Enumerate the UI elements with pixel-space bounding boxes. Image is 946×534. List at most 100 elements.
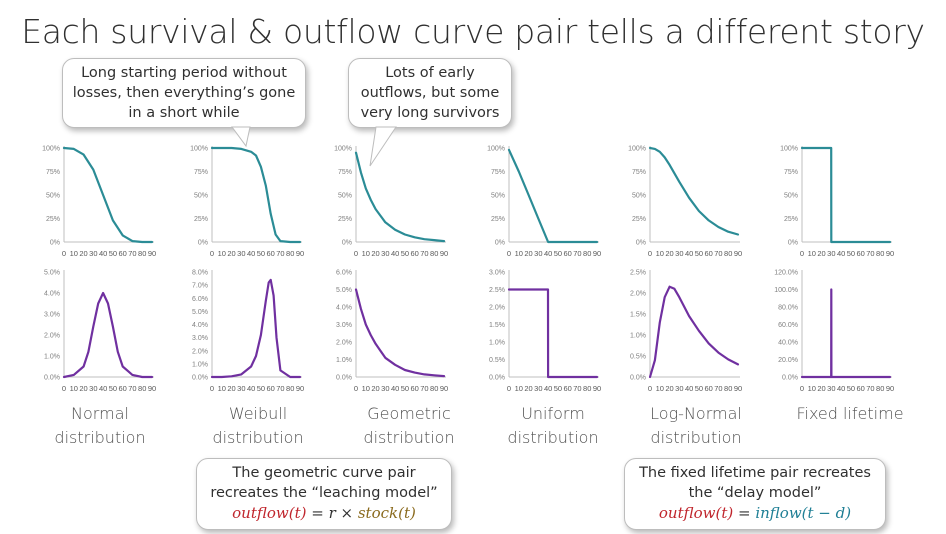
formula-times: × (335, 504, 358, 522)
x-tick-label: 0 (210, 249, 214, 258)
x-tick-label: 20 (524, 249, 532, 258)
distribution-label: Normal distribution (25, 402, 175, 450)
y-tick-label: 3.0% (336, 322, 352, 329)
x-tick-label: 20 (227, 384, 235, 393)
x-tick-label: 90 (886, 384, 894, 393)
x-tick-label: 10 (362, 384, 370, 393)
x-tick-label: 0 (354, 384, 358, 393)
x-tick-label: 30 (381, 384, 389, 393)
y-tick-label: 100.0% (774, 287, 798, 294)
x-tick-label: 90 (440, 249, 448, 258)
x-tick-label: 70 (276, 384, 284, 393)
y-tick-label: 3.0% (489, 270, 505, 277)
x-tick-label: 40 (391, 249, 399, 258)
y-tick-label: 2.0% (630, 291, 646, 298)
survival-curve (354, 151, 446, 243)
x-tick-label: 40 (837, 384, 845, 393)
x-tick-label: 80 (724, 249, 732, 258)
y-tick-label: 0.0% (489, 375, 505, 382)
x-tick-label: 10 (218, 384, 226, 393)
x-tick-label: 60 (266, 249, 274, 258)
x-tick-label: 30 (381, 249, 389, 258)
page-title: Each survival & outflow curve pair tells… (21, 12, 925, 51)
x-tick-label: 70 (573, 384, 581, 393)
y-tick-label: 6.0% (192, 296, 208, 303)
x-tick-label: 80 (876, 249, 884, 258)
x-tick-label: 80 (138, 384, 146, 393)
delay-formula: outflow(t) = inflow(t − d) (633, 503, 877, 523)
y-tick-label: 0% (788, 240, 798, 247)
y-tick-label: 50% (632, 193, 646, 200)
x-tick-label: 10 (70, 249, 78, 258)
x-tick-label: 60 (704, 384, 712, 393)
x-tick-label: 70 (714, 249, 722, 258)
x-tick-label: 80 (430, 249, 438, 258)
x-tick-label: 70 (420, 249, 428, 258)
distribution-suffix: distribution (507, 428, 599, 447)
y-tick-label: 0% (636, 240, 646, 247)
y-tick-label: 6.0% (336, 270, 352, 277)
x-tick-label: 70 (128, 249, 136, 258)
x-tick-label: 30 (827, 249, 835, 258)
y-tick-label: 0.5% (489, 357, 505, 364)
x-tick-label: 60 (856, 384, 864, 393)
x-tick-label: 50 (401, 384, 409, 393)
y-tick-label: 75% (338, 169, 352, 176)
leaching-formula: outflow(t) = r × stock(t) (205, 503, 443, 523)
callout-line: Lots of early (385, 65, 475, 81)
y-tick-label: 8.0% (192, 270, 208, 277)
y-tick-label: 75% (491, 169, 505, 176)
callout-tail-icon (231, 126, 251, 148)
x-tick-label: 80 (876, 384, 884, 393)
x-tick-label: 90 (148, 384, 156, 393)
x-tick-label: 90 (296, 249, 304, 258)
callout-line: in a short while (128, 105, 240, 121)
x-tick-label: 10 (218, 249, 226, 258)
x-tick-label: 80 (430, 384, 438, 393)
survival-curve (507, 148, 599, 244)
distribution-label: Log-Normal distribution (621, 402, 771, 450)
distribution-name: Normal (71, 404, 129, 423)
x-tick-label: 50 (847, 249, 855, 258)
x-tick-label: 10 (808, 249, 816, 258)
callout-normal-weibull: Long starting period without losses, the… (62, 58, 306, 128)
distribution-name: Geometric (367, 404, 451, 423)
x-tick-label: 30 (675, 249, 683, 258)
x-tick-label: 50 (401, 249, 409, 258)
y-tick-label: 2.0% (336, 340, 352, 347)
formula-rhs: inflow(t − d) (755, 504, 852, 522)
callout-line: losses, then everything’s gone (72, 85, 296, 101)
survival-curve (800, 146, 892, 244)
x-tick-label: 40 (247, 249, 255, 258)
x-tick-label: 60 (563, 249, 571, 258)
x-tick-label: 30 (89, 384, 97, 393)
x-tick-label: 40 (99, 249, 107, 258)
x-tick-label: 70 (128, 384, 136, 393)
x-tick-label: 40 (685, 384, 693, 393)
distribution-suffix: distribution (212, 428, 304, 447)
y-tick-label: 0.0% (192, 375, 208, 382)
x-tick-label: 0 (62, 384, 66, 393)
x-tick-label: 20 (371, 384, 379, 393)
y-tick-label: 50% (784, 193, 798, 200)
outflow-curve (354, 288, 446, 378)
distribution-label: Geometric distribution (334, 402, 484, 450)
x-tick-label: 20 (665, 384, 673, 393)
y-tick-label: 0.0% (336, 375, 352, 382)
x-tick-label: 0 (62, 249, 66, 258)
outflow-curve (62, 291, 154, 379)
callout-delay-model: The fixed lifetime pair recreates the “d… (624, 458, 886, 530)
x-tick-label: 50 (695, 384, 703, 393)
x-tick-label: 50 (554, 249, 562, 258)
x-tick-label: 10 (656, 249, 664, 258)
x-tick-label: 60 (704, 249, 712, 258)
x-tick-label: 60 (410, 384, 418, 393)
callout-geometric: Lots of early outflows, but some very lo… (348, 58, 512, 128)
x-tick-label: 40 (99, 384, 107, 393)
x-tick-label: 0 (354, 249, 358, 258)
y-tick-label: 4.0% (336, 305, 352, 312)
distribution-suffix: distribution (650, 428, 742, 447)
y-tick-label: 2.0% (44, 333, 60, 340)
y-tick-label: 1.0% (489, 340, 505, 347)
